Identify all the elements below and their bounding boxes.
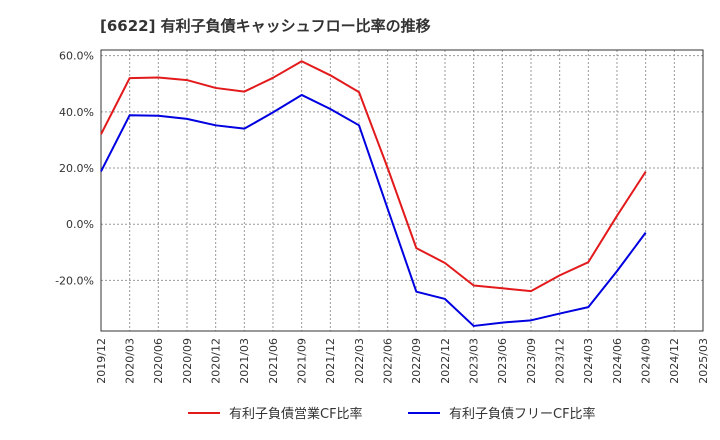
x-tick-label: 2019/12 (95, 338, 108, 384)
x-tick-label: 2022/09 (410, 338, 423, 384)
y-tick-label: 40.0% (59, 106, 94, 119)
x-tick-label: 2024/09 (640, 338, 653, 384)
x-tick-label: 2022/03 (353, 338, 366, 384)
x-tick-label: 2023/03 (468, 338, 481, 384)
x-tick-label: 2021/09 (296, 338, 309, 384)
legend-label-1: 有利子負債営業CF比率 (229, 406, 363, 422)
x-tick-label: 2021/03 (238, 338, 251, 384)
x-tick-label: 2024/03 (582, 338, 595, 384)
x-tick-label: 2021/06 (267, 338, 280, 384)
y-tick-label: 20.0% (59, 162, 94, 175)
series-line-2 (100, 93, 647, 327)
series-line-1 (100, 60, 647, 293)
x-tick-label: 2020/03 (124, 338, 137, 384)
x-tick-label: 2025/03 (697, 338, 710, 384)
x-tick-label: 2023/06 (496, 338, 509, 384)
x-tick-label: 2020/12 (210, 338, 223, 384)
legend-label-2: 有利子負債フリーCF比率 (449, 406, 596, 422)
x-tick-label: 2021/12 (324, 338, 337, 384)
x-tick-label: 2020/09 (181, 338, 194, 384)
x-tick-label: 2022/06 (382, 338, 395, 384)
y-tick-label: 60.0% (59, 50, 94, 63)
x-tick-label: 2024/06 (611, 338, 624, 384)
y-tick-label: -20.0% (55, 274, 94, 287)
x-tick-label: 2022/12 (439, 338, 452, 384)
y-tick-label: 0.0% (66, 218, 94, 231)
x-tick-label: 2020/06 (152, 338, 165, 384)
chart-title: [6622] 有利子負債キャッシュフロー比率の推移 (100, 17, 431, 35)
x-tick-label: 2023/12 (554, 338, 567, 384)
x-tick-label: 2024/12 (668, 338, 681, 384)
x-tick-label: 2023/09 (525, 338, 538, 384)
plot-frame (100, 49, 704, 332)
